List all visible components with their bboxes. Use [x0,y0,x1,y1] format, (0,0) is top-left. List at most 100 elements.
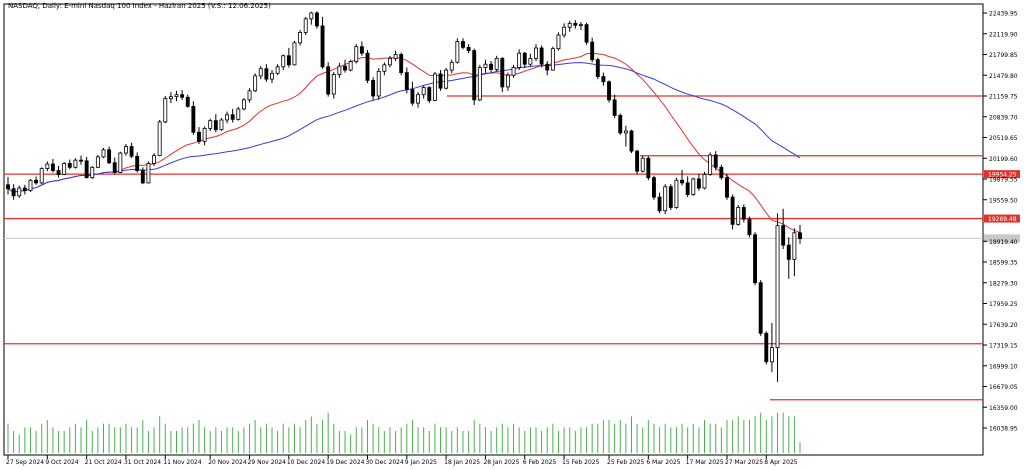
candle[interactable] [343,59,347,73]
candle[interactable] [578,22,583,30]
candle[interactable] [359,41,364,56]
candle[interactable] [438,70,443,91]
candle[interactable] [629,129,634,154]
candle[interactable] [146,161,151,184]
candle[interactable] [534,44,538,61]
candle[interactable] [337,62,342,78]
candle[interactable] [444,68,449,90]
candle[interactable] [236,107,241,121]
candle[interactable] [376,68,381,100]
candle[interactable] [253,73,258,93]
candle[interactable] [17,185,22,198]
candle[interactable] [320,16,325,69]
candle[interactable] [213,114,218,133]
candle[interactable] [90,166,95,179]
candle[interactable] [618,113,623,135]
candle[interactable] [680,169,684,186]
candle[interactable] [747,216,752,238]
candle[interactable] [489,60,494,73]
candle[interactable] [466,44,471,54]
candle[interactable] [163,95,168,124]
candle[interactable] [124,143,128,156]
candle[interactable] [775,213,780,382]
candle[interactable] [202,126,207,146]
candle[interactable] [118,151,123,174]
candle[interactable] [62,162,67,176]
candle[interactable] [657,192,662,214]
candle[interactable] [258,66,263,80]
candle[interactable] [393,50,398,61]
candle[interactable] [758,280,763,336]
candle[interactable] [22,184,27,195]
candle[interactable] [107,146,112,165]
candle[interactable] [399,52,404,76]
candle[interactable] [382,62,387,76]
candle[interactable] [730,194,735,230]
candle[interactable] [702,171,707,190]
candle[interactable] [241,97,246,111]
candle[interactable] [753,232,758,286]
candle[interactable] [556,32,561,51]
candle[interactable] [668,184,673,211]
candle[interactable] [584,22,589,45]
candle[interactable] [607,80,611,103]
candle[interactable] [404,67,409,94]
candle[interactable] [129,142,134,159]
candle[interactable] [50,158,55,173]
candle[interactable] [567,20,572,32]
candle[interactable] [500,57,505,93]
candle[interactable] [623,125,628,147]
candle[interactable] [461,38,465,50]
candle[interactable] [798,225,802,244]
candle[interactable] [101,147,106,159]
candle[interactable] [365,49,370,84]
candle[interactable] [326,62,331,97]
candle[interactable] [331,71,336,99]
candle[interactable] [539,45,544,68]
candle[interactable] [781,208,786,249]
candle[interactable] [517,49,522,71]
candle[interactable] [455,38,460,64]
candle[interactable] [505,72,510,91]
candle[interactable] [348,59,353,72]
candle[interactable] [612,94,617,119]
candle[interactable] [663,184,668,214]
candle[interactable] [562,23,567,38]
candle[interactable] [674,177,679,209]
candle[interactable] [264,64,269,82]
candle[interactable] [601,72,606,86]
candle[interactable] [180,90,185,100]
candle[interactable] [67,159,72,170]
candle[interactable] [45,161,50,172]
candle[interactable] [421,85,426,99]
candle[interactable] [191,101,196,135]
candle[interactable] [635,149,640,175]
candle[interactable] [208,118,213,131]
candle[interactable] [112,157,117,175]
candle[interactable] [303,16,308,36]
candle[interactable] [230,108,235,123]
candle[interactable] [736,204,741,226]
candle[interactable] [786,237,791,279]
candle[interactable] [371,77,376,100]
candle[interactable] [28,178,33,192]
candle[interactable] [646,156,651,181]
candle[interactable] [168,92,173,104]
candle[interactable] [135,152,140,173]
candle[interactable] [522,51,527,69]
candle[interactable] [427,86,432,104]
candle[interactable] [6,177,10,195]
candle[interactable] [79,155,83,165]
candle[interactable] [152,153,156,167]
candle[interactable] [528,53,533,67]
candle[interactable] [545,60,550,76]
candle[interactable] [39,167,44,185]
candle[interactable] [719,164,724,180]
candle[interactable] [275,64,280,76]
candle[interactable] [309,11,314,25]
candle[interactable] [685,176,690,198]
candle[interactable] [197,127,201,144]
candle[interactable] [388,55,392,68]
candle[interactable] [691,177,696,196]
